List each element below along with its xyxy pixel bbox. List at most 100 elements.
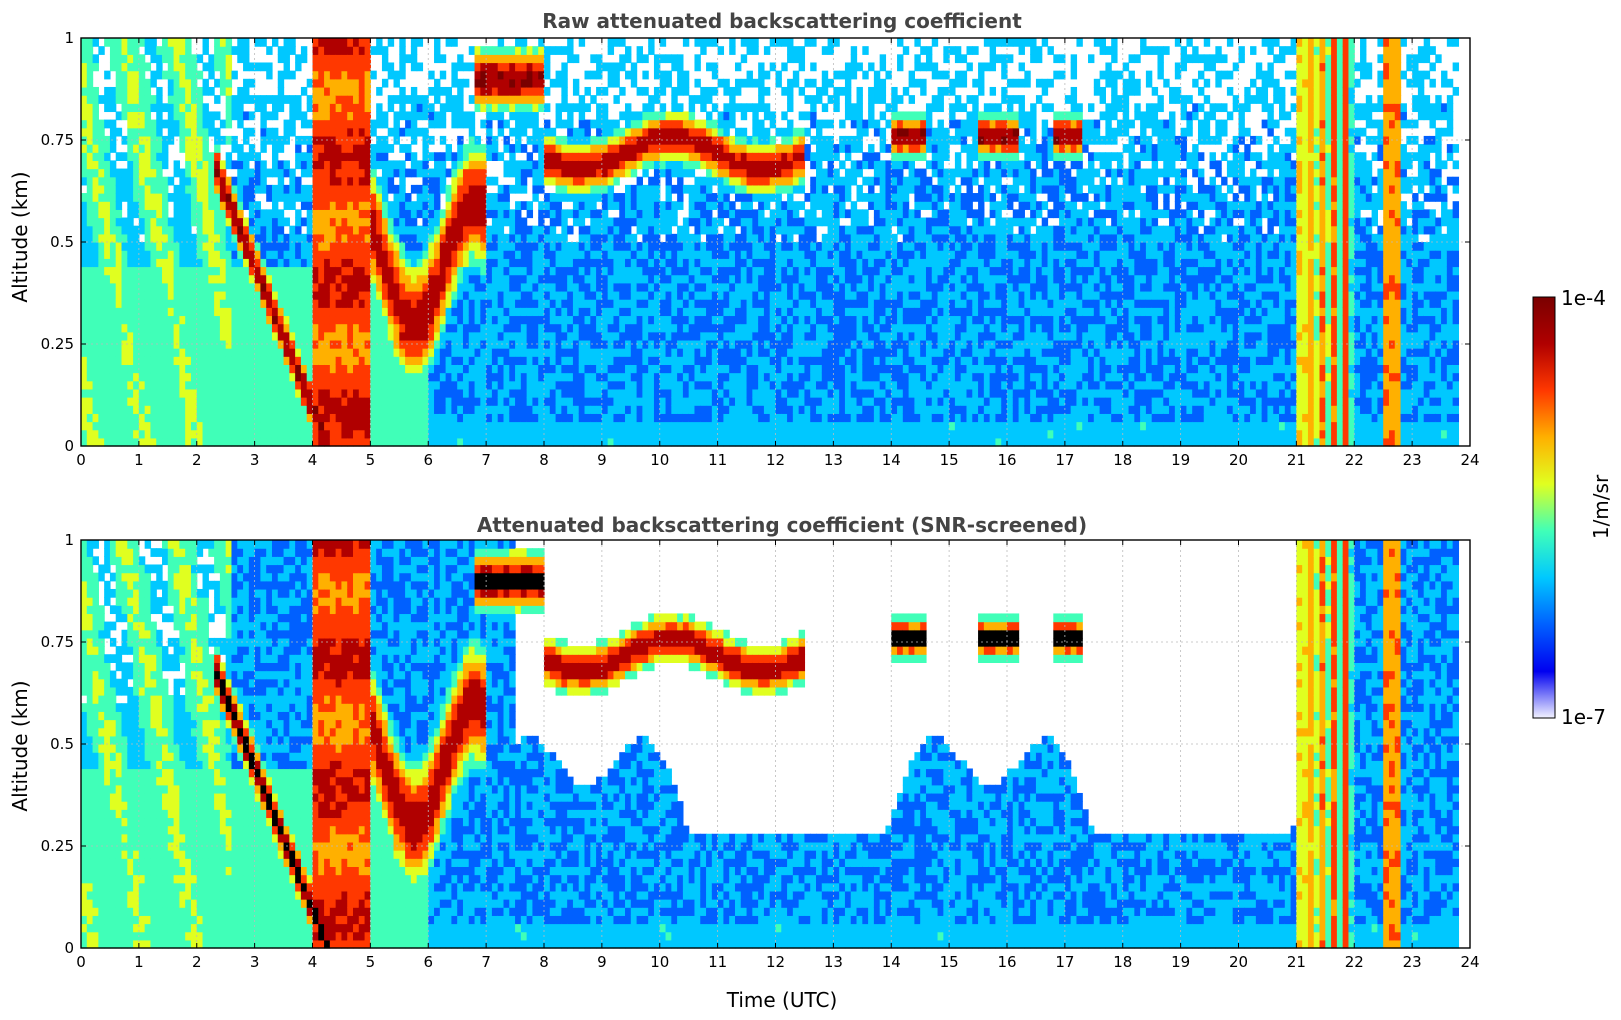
heatmap-cell (162, 160, 169, 170)
heatmap-cell (416, 364, 424, 374)
heatmap-cell (138, 380, 146, 390)
heatmap-cell (555, 299, 562, 308)
heatmap-cell (630, 421, 638, 431)
heatmap-cell (653, 413, 661, 423)
heatmap-cell (289, 258, 296, 268)
heatmap-cell (167, 290, 175, 300)
heatmap-cell (601, 86, 609, 96)
heatmap-cell (578, 323, 586, 333)
heatmap-cell (364, 176, 371, 186)
heatmap-cell (648, 152, 655, 161)
heatmap-cell (225, 437, 233, 447)
heatmap-cell (578, 266, 586, 276)
heatmap-cell (109, 209, 117, 219)
heatmap-cell (405, 144, 412, 153)
heatmap-cell (289, 103, 296, 113)
heatmap-cell (104, 437, 111, 447)
heatmap-cell (358, 282, 366, 292)
heatmap-cell (399, 437, 406, 447)
heatmap-cell (677, 282, 684, 292)
heatmap-cell (665, 380, 672, 390)
heatmap-cell (324, 421, 331, 431)
heatmap-cell (399, 356, 406, 365)
heatmap-cell (121, 217, 128, 227)
heatmap-cell (642, 144, 649, 153)
heatmap-cell (353, 397, 360, 406)
heatmap-cell (98, 331, 105, 341)
heatmap-cell (486, 135, 493, 145)
heatmap-cell (271, 152, 279, 161)
heatmap-cell (555, 119, 562, 129)
heatmap-cell (109, 348, 117, 357)
heatmap-cell (127, 209, 134, 219)
heatmap-cell (399, 429, 406, 439)
heatmap-cell (167, 331, 175, 341)
heatmap-cell (81, 397, 88, 406)
heatmap-cell (237, 356, 244, 365)
heatmap-cell (486, 86, 493, 96)
heatmap-cell (335, 380, 343, 390)
heatmap-cell (509, 331, 516, 341)
heatmap-cell (127, 242, 134, 251)
heatmap-cell (86, 266, 94, 276)
heatmap-cell (381, 290, 389, 300)
heatmap-cell (190, 274, 198, 284)
heatmap-cell (277, 315, 285, 325)
heatmap-cell (312, 168, 319, 178)
heatmap-cell (491, 348, 499, 357)
heatmap-cell (468, 168, 476, 178)
heatmap-cell (549, 46, 557, 55)
heatmap-cell (538, 421, 545, 431)
heatmap-cell (115, 372, 123, 382)
heatmap-cell (497, 184, 505, 194)
heatmap-cell (167, 38, 175, 47)
heatmap-cell (115, 193, 123, 202)
heatmap-cell (625, 250, 632, 259)
heatmap-cell (179, 242, 186, 251)
heatmap-cell (156, 339, 163, 349)
heatmap-cell (237, 372, 244, 382)
heatmap-cell (347, 348, 354, 357)
heatmap-cell (410, 307, 418, 317)
heatmap-cell (219, 62, 227, 72)
heatmap-cell (491, 323, 499, 333)
heatmap-cell (439, 380, 447, 390)
heatmap-cell (515, 233, 522, 243)
heatmap-cell (665, 135, 672, 145)
heatmap-cell (341, 176, 348, 186)
heatmap-cell (92, 405, 99, 414)
heatmap-cell (277, 78, 285, 88)
heatmap-cell (381, 282, 389, 292)
heatmap-cell (312, 95, 319, 104)
heatmap-cell (86, 315, 94, 325)
heatmap-cell (231, 111, 238, 121)
heatmap-cell (353, 405, 360, 414)
heatmap-cell (266, 184, 273, 194)
heatmap-cell (104, 119, 111, 129)
heatmap-cell (86, 144, 94, 153)
heatmap-cell (584, 184, 591, 194)
heatmap-cell (329, 168, 337, 178)
heatmap-cell (549, 421, 557, 431)
heatmap-cell (700, 413, 707, 423)
heatmap-cell (497, 209, 505, 219)
heatmap-cell (364, 437, 371, 447)
heatmap-cell (625, 160, 632, 170)
heatmap-cell (219, 290, 227, 300)
heatmap-cell (694, 62, 701, 72)
heatmap-cell (468, 282, 476, 292)
heatmap-cell (98, 356, 105, 365)
heatmap-cell (561, 225, 568, 235)
heatmap-cell (491, 111, 499, 121)
heatmap-cell (538, 46, 545, 55)
heatmap-cell (138, 242, 146, 251)
heatmap-cell (491, 70, 499, 80)
heatmap-cell (254, 209, 262, 219)
heatmap-cell (353, 78, 360, 88)
heatmap-cell (665, 225, 672, 235)
heatmap-cell (526, 135, 534, 145)
heatmap-cell (318, 413, 325, 423)
heatmap-cell (109, 364, 117, 374)
heatmap-cell (179, 201, 186, 210)
heatmap-cell (549, 250, 557, 259)
